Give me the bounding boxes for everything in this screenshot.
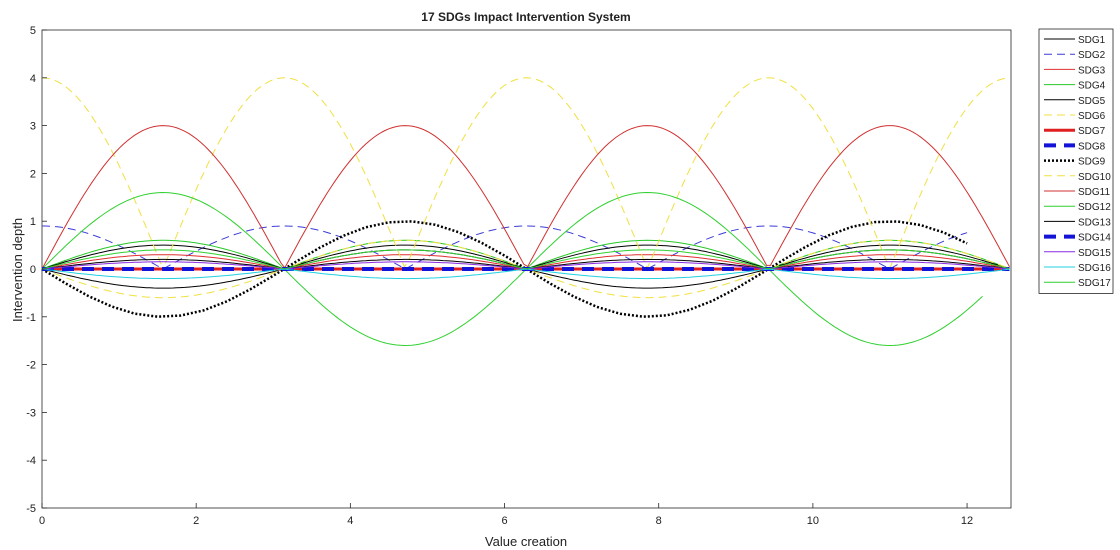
series-line-sdg17 bbox=[41, 249, 1010, 270]
series-line-sdg11 bbox=[41, 125, 1010, 270]
legend-label: SDG4 bbox=[1078, 81, 1106, 92]
legend-label: SDG3 bbox=[1078, 65, 1106, 76]
legend-label: SDG13 bbox=[1078, 217, 1111, 228]
y-tick-label: -3 bbox=[26, 407, 36, 419]
legend-label: SDG14 bbox=[1078, 233, 1111, 244]
legend: SDG1 SDG2 SDG3 SDG4 SDG5 SDG6 SDG7 SDG8 SDG9 SDG1… bbox=[1038, 28, 1114, 294]
x-tick-label: 4 bbox=[347, 515, 353, 527]
series-line-sdg16 bbox=[41, 268, 1010, 280]
series-line-sdg12 bbox=[41, 191, 983, 347]
series-line-sdg9 bbox=[41, 220, 968, 318]
y-tick-label: 0 bbox=[30, 264, 36, 276]
x-tick-label: 6 bbox=[501, 515, 507, 527]
x-axis-label: Value creation bbox=[485, 534, 567, 549]
y-tick-label: 5 bbox=[30, 25, 36, 37]
y-tick-label: 2 bbox=[30, 168, 36, 180]
legend-label: SDG7 bbox=[1078, 126, 1106, 137]
legend-label: SDG15 bbox=[1078, 248, 1111, 259]
chart-title: 17 SDGs Impact Intervention System bbox=[421, 10, 630, 24]
y-tick-label: -4 bbox=[26, 455, 36, 467]
series-line-sdg10 bbox=[41, 77, 1010, 270]
legend-box bbox=[1038, 28, 1114, 294]
legend-label: SDG12 bbox=[1078, 202, 1111, 213]
x-tick-label: 0 bbox=[39, 515, 45, 527]
x-tick-label: 8 bbox=[656, 515, 662, 527]
legend-label: SDG5 bbox=[1078, 96, 1106, 107]
x-tick-label: 12 bbox=[961, 515, 973, 527]
legend-label: SDG11 bbox=[1078, 187, 1110, 198]
legend-label: SDG6 bbox=[1078, 111, 1106, 122]
y-tick-label: 1 bbox=[30, 216, 36, 228]
series-line-sdg2 bbox=[42, 225, 968, 270]
y-tick-label: -2 bbox=[26, 360, 36, 372]
x-tick-label: 10 bbox=[807, 515, 819, 527]
y-tick-label: 4 bbox=[30, 73, 36, 85]
legend-label: SDG9 bbox=[1078, 157, 1106, 168]
legend-label: SDG17 bbox=[1078, 278, 1111, 289]
x-tick-label: 2 bbox=[193, 515, 199, 527]
y-tick-label: -5 bbox=[26, 503, 36, 515]
y-tick-label: -1 bbox=[26, 312, 36, 324]
y-tick-label: 3 bbox=[30, 121, 36, 133]
series-layer bbox=[41, 77, 1010, 347]
legend-label: SDG2 bbox=[1078, 50, 1106, 61]
legend-label: SDG8 bbox=[1078, 141, 1106, 152]
legend-label: SDG1 bbox=[1078, 35, 1106, 46]
legend-label: SDG10 bbox=[1078, 172, 1111, 183]
y-axis-label: Intervention depth bbox=[10, 218, 25, 322]
legend-label: SDG16 bbox=[1078, 263, 1111, 274]
